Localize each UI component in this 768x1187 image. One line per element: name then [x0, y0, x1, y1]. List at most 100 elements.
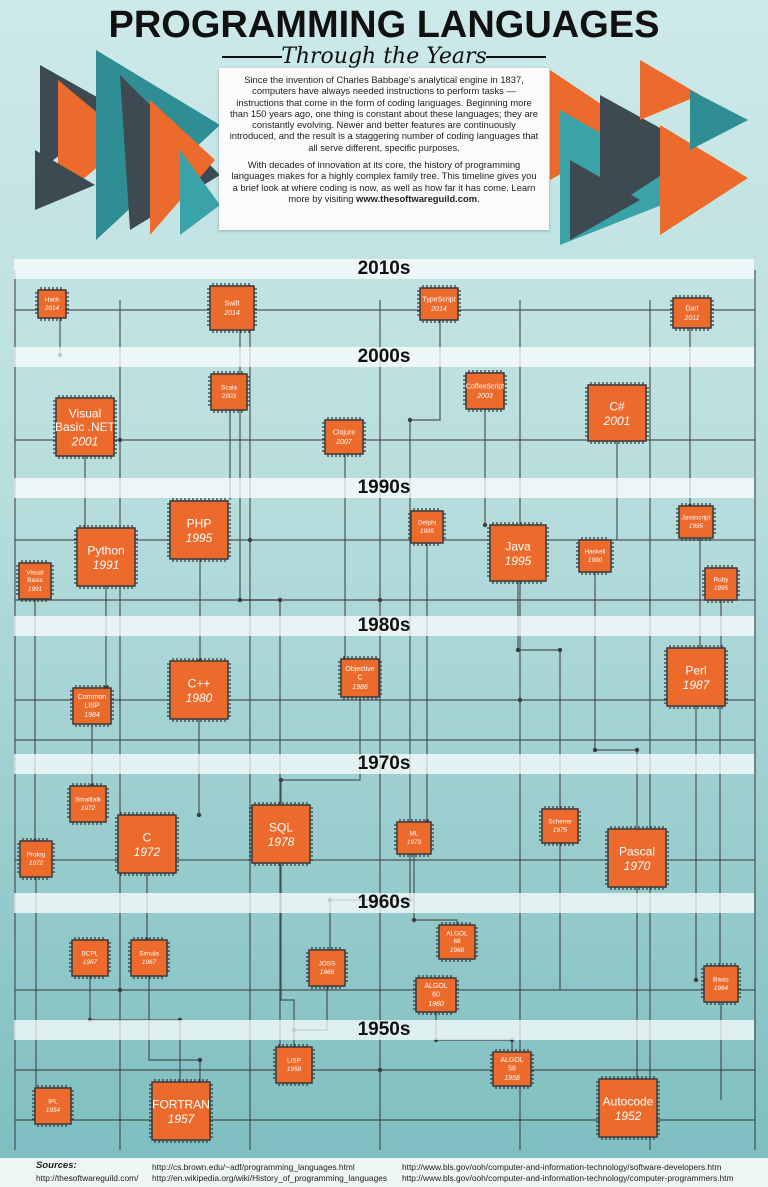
language-name: IPL	[48, 1098, 58, 1105]
language-chip: IPL 1954	[32, 1085, 74, 1127]
language-year: 1991	[28, 586, 43, 593]
language-name: Javascript	[682, 514, 711, 521]
language-year: 1995	[714, 585, 729, 592]
language-name: Haskell	[585, 548, 606, 555]
wire-junction	[411, 917, 417, 923]
wire-trace	[148, 976, 722, 1100]
language-year: 2001	[71, 435, 99, 449]
intro-paragraph-2-text: With decades of innovation at its core, …	[231, 159, 537, 204]
language-year: 1958	[504, 1075, 520, 1082]
wire-junction	[693, 977, 699, 983]
intro-paragraph-1: Since the invention of Charles Babbage's…	[229, 74, 539, 153]
language-name: Smalltalk	[75, 796, 102, 803]
language-year: 1995	[420, 528, 435, 535]
language-year: 1995	[505, 554, 532, 568]
language-chip: Dart 2011	[670, 295, 714, 331]
source-link[interactable]: http://cs.brown.edu/~adf/programming_lan…	[152, 1162, 355, 1172]
intro-website-link[interactable]: www.thesoftwareguild.com	[356, 192, 478, 204]
wire-junction	[277, 597, 283, 603]
language-chip: ML 1973	[394, 819, 434, 857]
wire-trace	[15, 309, 755, 601]
language-chips: Hack 2014 Swift 2014 TypeScript 2014 Dart 2011 S…	[16, 283, 741, 1143]
language-year: 1972	[29, 860, 44, 867]
decorative-triangles	[35, 50, 748, 245]
wire-trace	[15, 699, 755, 991]
subtitle-left-line	[222, 56, 282, 58]
language-name: Basic	[27, 577, 43, 584]
language-chip: Swift 2014	[207, 283, 257, 333]
source-link[interactable]: http://en.wikipedia.org/wiki/History_of_…	[152, 1173, 388, 1183]
language-name: 68	[453, 938, 461, 945]
decade-band-2010s: 2010s	[14, 259, 754, 279]
decade-band-1960s: 1960s	[14, 893, 754, 913]
decorative-triangle	[570, 160, 640, 240]
language-chip: Clojure 2007	[322, 417, 366, 457]
language-name: Python	[87, 543, 124, 557]
decade-band-1970s: 1970s	[14, 754, 754, 774]
language-name: Scheme	[548, 818, 572, 825]
language-name: Delphi	[418, 519, 436, 526]
decade-band-1990s: 1990s	[14, 478, 754, 498]
language-name: C#	[609, 399, 625, 413]
language-year: 1978	[268, 835, 295, 849]
language-name: BCPL	[82, 950, 99, 957]
wire-trace	[413, 843, 561, 990]
language-year: 1980	[186, 691, 213, 705]
language-chip: Ruby 1995	[702, 565, 740, 603]
language-name: C	[143, 830, 152, 844]
wire-junction	[247, 537, 253, 543]
language-chip: C++1980	[167, 658, 231, 722]
language-year: 2001	[603, 414, 631, 428]
language-name: LISP	[84, 703, 100, 710]
language-chip: Scheme 1975	[539, 806, 581, 846]
language-year: 1987	[683, 678, 711, 692]
language-name: Java	[505, 539, 531, 553]
language-year: 1967	[83, 959, 98, 966]
language-name: Common	[78, 694, 107, 701]
language-name: 60	[432, 992, 440, 999]
language-name: Prolog	[27, 851, 46, 858]
language-year: 1968	[450, 947, 465, 954]
language-chip: Smalltalk 1972	[67, 783, 109, 825]
source-link[interactable]: http://thesoftwareguild.com/	[36, 1173, 139, 1183]
language-year: 1986	[352, 684, 368, 691]
language-name: FORTRAN	[152, 1097, 210, 1111]
wire-junction	[634, 747, 640, 753]
language-chip: CoffeeScript 2003	[463, 370, 507, 412]
language-chip: Prolog 1972	[17, 838, 55, 880]
language-chip: C#2001	[585, 382, 649, 444]
decorative-triangle	[660, 125, 748, 235]
source-link[interactable]: http://www.bls.gov/ooh/computer-and-info…	[402, 1173, 734, 1183]
language-chip: Javascript 1995	[676, 503, 716, 541]
language-year: 1984	[84, 712, 100, 719]
language-year: 2007	[335, 439, 353, 446]
language-chip: Basic 1964	[701, 963, 741, 1005]
language-name: 58	[508, 1066, 516, 1073]
decorative-triangle	[690, 90, 748, 150]
language-name: C	[357, 675, 362, 682]
language-name: SQL	[269, 820, 293, 834]
language-chip: Hack 2014	[35, 287, 69, 321]
language-chip: JOSS 1966	[306, 947, 348, 989]
language-name: Simula	[139, 950, 159, 957]
language-name: Pascal	[619, 844, 655, 858]
sources-footer: Sources: http://thesoftwareguild.com/ ht…	[0, 1158, 768, 1187]
intro-paragraph-2-end: .	[477, 192, 480, 204]
language-year: 2014	[44, 305, 60, 312]
language-name: Basic .NET	[55, 420, 116, 434]
wire-junction	[197, 1057, 203, 1063]
language-name: ALGOL	[500, 1057, 523, 1064]
decorative-triangle	[35, 150, 95, 210]
source-link[interactable]: http://www.bls.gov/ooh/computer-and-info…	[402, 1162, 722, 1172]
wire-trace	[14, 270, 756, 1150]
wire-junction	[407, 417, 413, 423]
language-name: Swift	[224, 300, 239, 307]
decade-band-1950s: 1950s	[14, 1020, 754, 1040]
language-chip: ALGOL 60 1960	[413, 975, 459, 1015]
subtitle: Through the Years	[281, 44, 487, 69]
